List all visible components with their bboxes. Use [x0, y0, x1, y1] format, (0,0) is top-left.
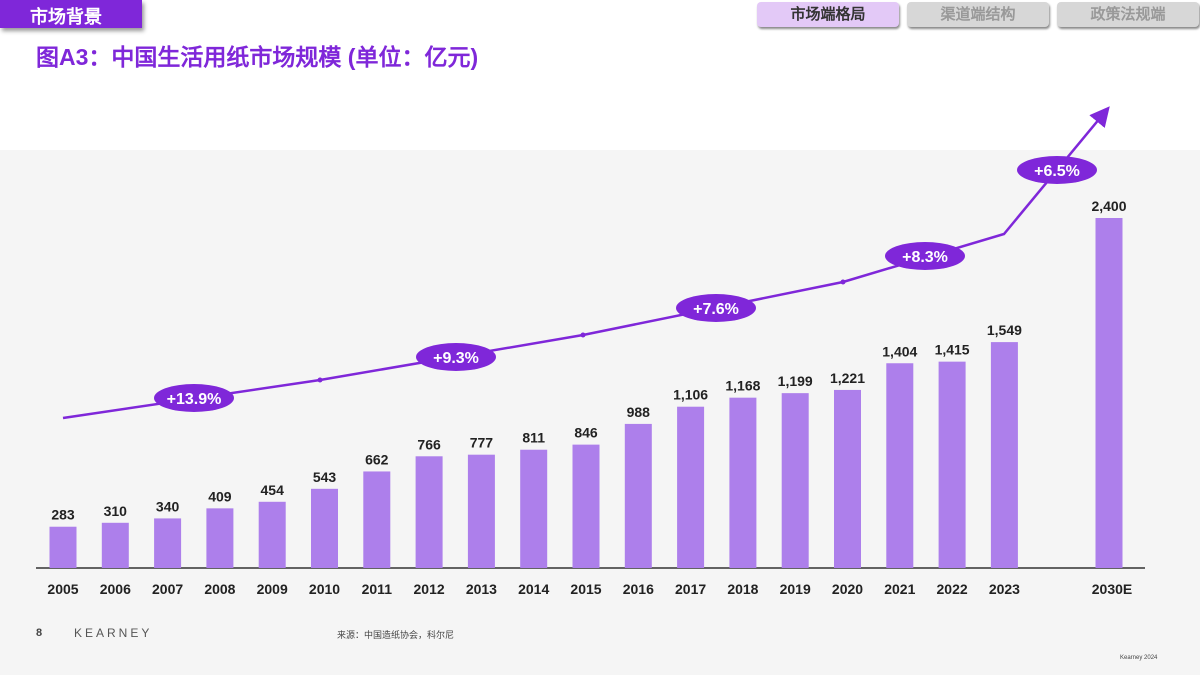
data-label: 340 — [156, 498, 180, 514]
data-label: 1,221 — [830, 370, 865, 386]
page-number: 8 — [36, 627, 43, 639]
bar — [834, 389, 861, 568]
bar — [886, 363, 914, 568]
data-label: 1,404 — [882, 343, 917, 359]
data-label: 766 — [417, 436, 441, 452]
x-tick-label: 2018 — [727, 581, 758, 597]
x-tick-label: 2009 — [257, 581, 288, 597]
tab-market[interactable]: 市场端格局 — [757, 2, 899, 27]
x-tick-label: 2030E — [1092, 581, 1132, 597]
data-label: 777 — [470, 435, 494, 451]
data-label: 1,415 — [935, 342, 970, 358]
data-label: 1,199 — [778, 373, 813, 389]
x-tick-label: 2013 — [466, 581, 497, 597]
data-label: 662 — [365, 451, 389, 467]
data-label: 1,168 — [725, 378, 760, 394]
bar — [520, 449, 548, 568]
data-label: 2,400 — [1091, 198, 1126, 214]
cagr-label: +13.9% — [167, 391, 222, 408]
cagr-badge — [885, 242, 965, 270]
tab-channel[interactable]: 渠道端结构 — [907, 2, 1049, 27]
data-label: 1,549 — [987, 322, 1022, 338]
data-label: 543 — [313, 469, 337, 485]
x-tick-label: 2007 — [152, 581, 183, 597]
cagr-badge — [154, 384, 234, 412]
data-label: 310 — [104, 503, 128, 519]
bar — [415, 456, 443, 568]
bar — [990, 342, 1018, 568]
bar — [363, 471, 391, 568]
cagr-label: +6.5% — [1034, 163, 1080, 180]
cagr-label: +8.3% — [902, 249, 948, 266]
bar — [572, 444, 600, 568]
tabs: 市场端格局 渠道端结构 政策法规端 — [757, 2, 1199, 27]
data-label: 1,106 — [673, 387, 708, 403]
x-tick-label: 2022 — [937, 581, 968, 597]
data-label: 454 — [261, 482, 285, 498]
copyright: Kearney 2024 — [1120, 655, 1158, 661]
x-tick-label: 2006 — [100, 581, 131, 597]
trend-point — [317, 377, 323, 383]
bar — [677, 406, 705, 568]
tab-policy[interactable]: 政策法规端 — [1057, 2, 1199, 27]
cagr-badge — [1017, 156, 1097, 184]
bar — [467, 454, 495, 568]
x-tick-label: 2005 — [47, 581, 78, 597]
data-label: 409 — [208, 488, 232, 504]
x-tick-label: 2023 — [989, 581, 1020, 597]
bar — [1095, 218, 1123, 568]
x-tick-label: 2019 — [780, 581, 811, 597]
cagr-label: +9.3% — [433, 350, 479, 367]
bar — [624, 423, 652, 568]
page-title: 图A3：中国生活用纸市场规模 (单位：亿元) — [36, 44, 479, 70]
source-note: 来源：中国造纸协会，科尔尼 — [337, 630, 455, 640]
section-tag: 市场背景 — [0, 0, 142, 28]
x-tick-label: 2017 — [675, 581, 706, 597]
data-label: 811 — [522, 430, 545, 446]
x-tick-label: 2015 — [570, 581, 601, 597]
bar — [154, 518, 182, 568]
data-label: 846 — [574, 425, 598, 441]
data-label: 988 — [627, 404, 651, 420]
x-tick-label: 2016 — [623, 581, 654, 597]
bar — [781, 393, 809, 568]
bar — [729, 397, 757, 568]
brand-logo: KEARNEY — [74, 626, 153, 640]
bar — [938, 361, 966, 568]
x-tick-label: 2011 — [362, 581, 393, 597]
cagr-label: +7.6% — [693, 301, 739, 318]
bar — [311, 488, 338, 568]
trend-point — [840, 279, 846, 285]
data-label: 283 — [51, 507, 75, 523]
trend-point — [580, 332, 586, 338]
x-tick-label: 2014 — [518, 581, 549, 597]
bar — [258, 501, 286, 568]
bar — [206, 508, 234, 568]
x-tick-label: 2010 — [309, 581, 340, 597]
x-tick-label: 2012 — [414, 581, 445, 597]
x-tick-label: 2020 — [832, 581, 863, 597]
x-tick-label: 2021 — [884, 581, 915, 597]
x-tick-label: 2008 — [204, 581, 235, 597]
cagr-badge — [676, 294, 756, 322]
cagr-badge — [416, 343, 496, 371]
bar — [49, 526, 77, 568]
bar — [101, 522, 129, 568]
